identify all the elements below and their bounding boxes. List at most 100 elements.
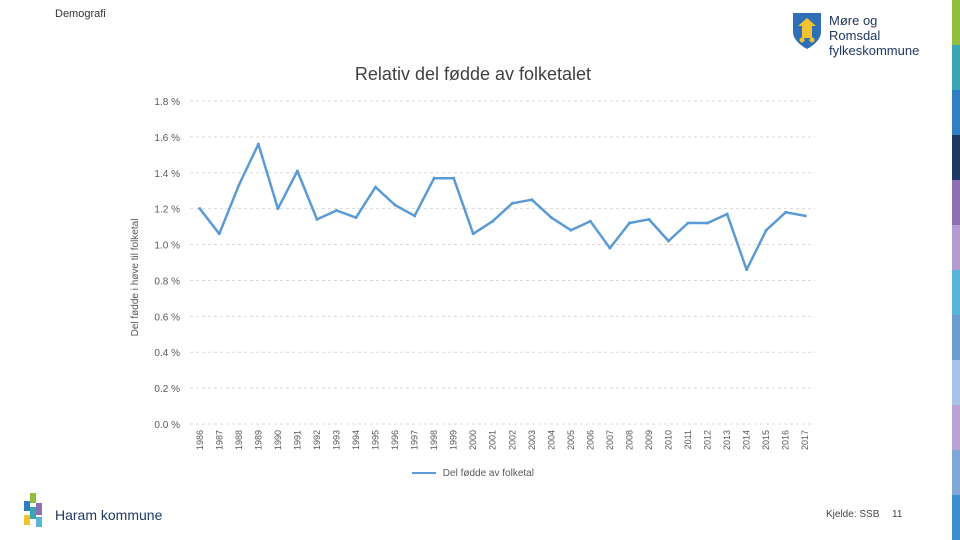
data-point	[549, 216, 553, 220]
county-logo-text: Møre og Romsdal fylkeskommune	[829, 13, 932, 58]
data-point	[393, 203, 397, 207]
municipality-name: Haram kommune	[55, 507, 163, 523]
county-shield-icon	[793, 13, 821, 49]
data-point	[256, 142, 260, 146]
x-tick-label: 1992	[312, 430, 322, 450]
stripe-segment	[952, 45, 960, 90]
data-point	[588, 219, 592, 223]
x-tick-label: 2011	[683, 430, 693, 449]
data-point	[334, 208, 338, 212]
county-logo: Møre og Romsdal fylkeskommune	[792, 10, 932, 58]
stripe-segment	[952, 495, 960, 540]
data-point	[569, 228, 573, 232]
data-point	[647, 217, 651, 221]
x-tick-label: 1995	[371, 430, 381, 450]
x-tick-label: 1991	[292, 430, 302, 450]
stripe-segment	[952, 315, 960, 360]
series-line	[198, 142, 806, 271]
y-tick-label: 1.6 %	[154, 133, 180, 144]
x-tick-label: 1997	[410, 430, 420, 450]
x-tick-label: 2015	[761, 430, 771, 450]
data-point	[706, 221, 710, 225]
data-point	[627, 221, 631, 225]
data-point	[491, 219, 495, 223]
data-point	[667, 239, 671, 243]
x-tick-label: 1994	[351, 430, 361, 450]
x-tick-label: 1989	[253, 430, 263, 450]
stripe-segment	[952, 225, 960, 270]
x-tick-label: 2005	[566, 430, 576, 450]
data-point	[217, 232, 221, 236]
x-tick-label: 2002	[507, 430, 517, 450]
data-point	[686, 221, 690, 225]
x-tick-label: 1999	[449, 430, 459, 450]
y-tick-label: 0.4 %	[154, 348, 180, 359]
data-point	[276, 207, 280, 211]
x-tick-label: 1998	[429, 430, 439, 450]
x-tick-label: 2010	[664, 430, 674, 450]
x-tick-label: 1988	[234, 430, 244, 450]
data-point	[745, 268, 749, 272]
stripe-segment	[952, 450, 960, 495]
x-tick-label: 2017	[800, 430, 810, 450]
stripe-segment	[952, 0, 960, 45]
data-point	[295, 169, 299, 173]
data-point	[432, 176, 436, 180]
data-point	[315, 217, 319, 221]
logo-line2: fylkeskommune	[829, 43, 920, 58]
data-point	[452, 176, 456, 180]
logo-line1: Møre og Romsdal	[829, 13, 881, 43]
x-tick-label: 1990	[273, 430, 283, 450]
chart-legend: Del fødde av folketal	[412, 468, 534, 479]
x-tick-label: 2014	[742, 430, 752, 450]
x-tick-label: 2012	[703, 430, 713, 450]
x-tick-label: 2007	[605, 430, 615, 450]
x-tick-label: 1993	[331, 430, 341, 450]
section-label: Demografi	[55, 8, 106, 20]
y-tick-label: 1.4 %	[154, 169, 180, 180]
x-tick-label: 2013	[722, 430, 732, 450]
x-tick-label: 2000	[468, 430, 478, 450]
stripe-segment	[952, 360, 960, 405]
y-tick-label: 0.6 %	[154, 312, 180, 323]
x-tick-label: 2009	[644, 430, 654, 450]
data-point	[764, 228, 768, 232]
data-point	[237, 183, 241, 187]
source-label: Kjelde: SSB	[826, 509, 880, 520]
decorative-stripes	[952, 0, 960, 540]
data-point	[354, 216, 358, 220]
y-tick-label: 0.2 %	[154, 384, 180, 395]
x-tick-label: 2004	[546, 430, 556, 450]
y-tick-label: 1.8 %	[154, 97, 180, 108]
x-tick-label: 2003	[527, 430, 537, 450]
y-tick-label: 1.0 %	[154, 241, 180, 252]
data-point	[510, 201, 514, 205]
data-point	[471, 232, 475, 236]
municipality-logo-icon	[24, 493, 42, 527]
stripe-segment	[952, 180, 960, 225]
x-tick-label: 1987	[214, 430, 224, 450]
data-point	[784, 210, 788, 214]
data-point	[608, 246, 612, 250]
legend-line-icon	[412, 472, 436, 475]
stripe-segment	[952, 90, 960, 135]
data-point	[374, 185, 378, 189]
y-tick-label: 0.0 %	[154, 420, 180, 431]
data-point	[413, 214, 417, 218]
data-point	[725, 212, 729, 216]
stripe-segment	[952, 270, 960, 315]
x-tick-label: 2006	[585, 430, 595, 450]
x-tick-label: 2001	[488, 430, 498, 450]
x-tick-label: 1986	[195, 430, 205, 450]
x-tick-label: 2008	[624, 430, 634, 450]
y-axis-label: Del fødde i høve til folketal	[130, 219, 141, 337]
data-point	[803, 214, 807, 218]
chart-title: Relativ del fødde av folketalet	[355, 64, 591, 84]
data-point	[530, 198, 534, 202]
legend-label: Del fødde av folketal	[442, 468, 534, 479]
data-point	[198, 207, 202, 211]
stripe-segment	[952, 405, 960, 450]
x-tick-label: 2016	[781, 430, 791, 450]
x-tick-label: 1996	[390, 430, 400, 450]
